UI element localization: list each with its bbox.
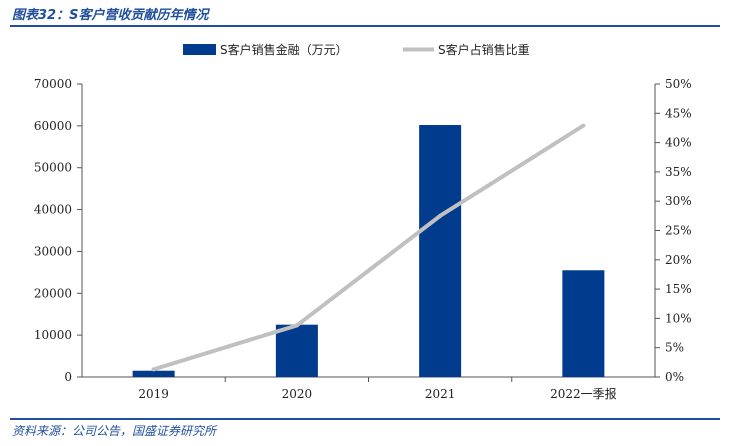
right-tick-label: 50% — [665, 77, 692, 91]
legend-line-label: S客户占销售比重 — [438, 42, 530, 57]
bar — [275, 324, 318, 377]
right-tick-label: 10% — [665, 311, 692, 325]
ratio-point — [294, 323, 299, 328]
right-tick-label: 20% — [665, 253, 692, 267]
left-tick-label: 40000 — [34, 203, 72, 217]
right-tick-label: 5% — [665, 341, 684, 355]
right-tick-label: 45% — [665, 106, 692, 120]
bar — [419, 125, 462, 378]
left-tick-label: 70000 — [34, 77, 72, 91]
right-tick-label: 35% — [665, 165, 692, 179]
bottom-rule — [10, 418, 720, 420]
ratio-point — [438, 213, 443, 218]
ratio-line — [153, 123, 585, 372]
ratio-point — [581, 123, 586, 128]
top-rule — [10, 25, 720, 27]
left-tick-label: 50000 — [34, 161, 72, 175]
bar — [132, 370, 175, 377]
legend-bar-label: S客户销售金融（万元） — [220, 42, 348, 57]
right-tick-label: 40% — [665, 136, 692, 150]
bar — [562, 270, 605, 377]
x-tick-label: 2019 — [138, 387, 169, 401]
left-tick-label: 10000 — [34, 328, 72, 342]
right-tick-label: 0% — [665, 370, 684, 384]
x-tick-label: 2020 — [282, 387, 313, 401]
ratio-point — [151, 367, 156, 372]
left-tick-label: 20000 — [34, 286, 72, 300]
left-tick-label: 0 — [64, 370, 72, 384]
source-note: 资料来源：公司公告，国盛证券研究所 — [12, 424, 217, 438]
x-tick-label: 2022一季报 — [550, 386, 617, 401]
right-tick-label: 25% — [665, 224, 692, 238]
legend: S客户销售金融（万元） S客户占销售比重 — [183, 42, 530, 57]
left-tick-label: 60000 — [34, 119, 72, 133]
left-tick-label: 30000 — [34, 244, 72, 258]
right-tick-label: 15% — [665, 282, 692, 296]
x-tick-label: 2021 — [425, 387, 456, 401]
legend-bar-swatch — [183, 44, 216, 55]
figure-caption: 图表32：S客户营收贡献历年情况 — [12, 8, 209, 23]
right-tick-label: 30% — [665, 194, 692, 208]
